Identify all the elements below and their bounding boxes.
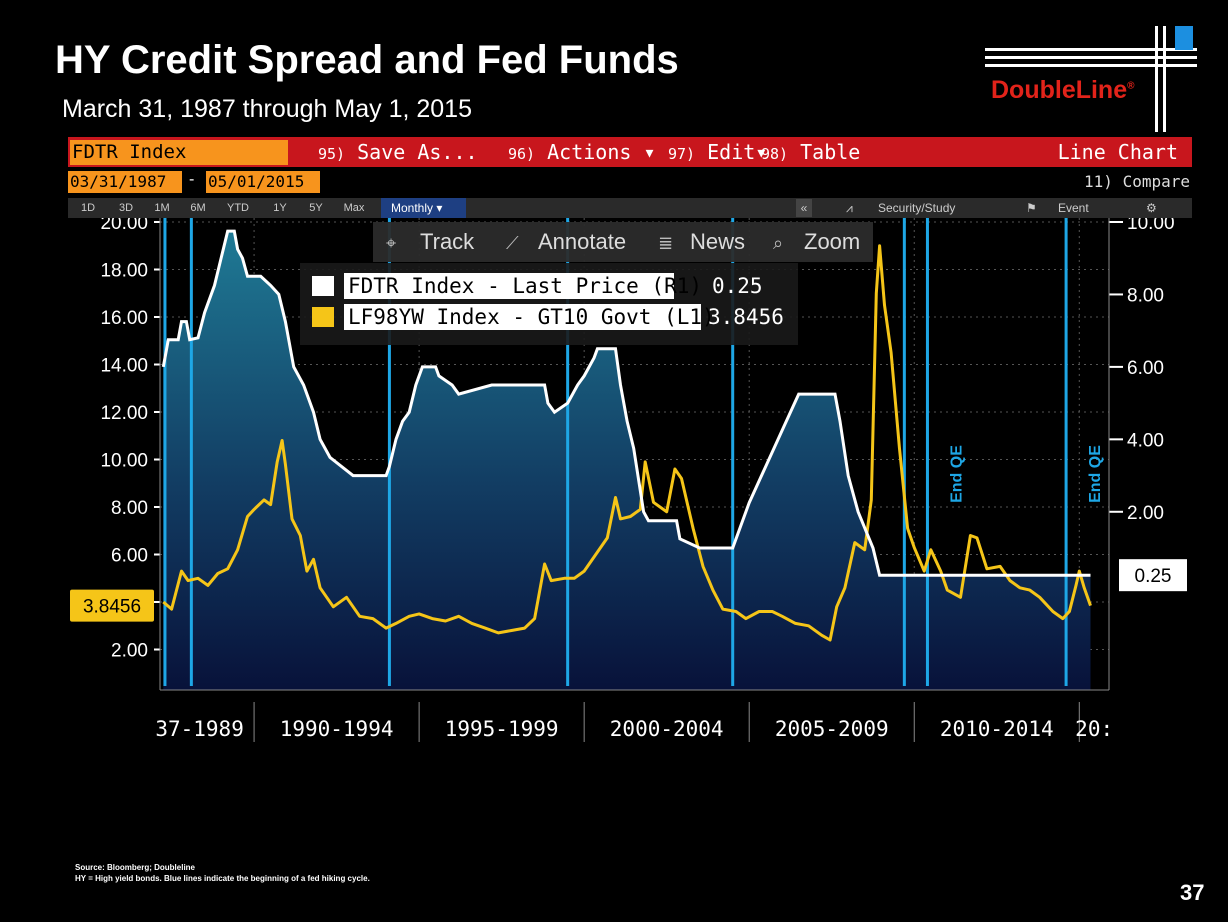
left-tick-label: 16.00 bbox=[100, 308, 148, 329]
zoom-button[interactable]: Zoom bbox=[804, 229, 860, 254]
fed-funds-line bbox=[161, 229, 1091, 577]
edit-menu[interactable]: 97) Edit▾ bbox=[668, 140, 768, 164]
x-tick-label: 1995-1999 bbox=[445, 717, 559, 741]
zoom-icon: ⌕ bbox=[773, 233, 783, 254]
legend-value-fdtr: 0.25 bbox=[712, 274, 763, 298]
right-last-value-badge bbox=[1119, 559, 1187, 592]
news-icon: ≣ bbox=[658, 233, 673, 254]
left-tick-label: 8.00 bbox=[111, 498, 148, 519]
date-dash: - bbox=[189, 171, 195, 188]
x-tick-label: 2010-2014 bbox=[940, 717, 1054, 741]
right-tick-label: 10.00 bbox=[1127, 218, 1175, 234]
period-max[interactable]: Max bbox=[343, 202, 365, 214]
page-title: HY Credit Spread and Fed Funds bbox=[55, 38, 679, 82]
x-tick-label: 1990-1994 bbox=[280, 717, 394, 741]
legend-swatch-hy bbox=[312, 307, 334, 327]
footnote: Source: Bloomberg; Doubleline HY = High … bbox=[75, 862, 370, 884]
x-tick-label: 2005-2009 bbox=[775, 717, 889, 741]
right-tick-label: 2.00 bbox=[1127, 503, 1164, 524]
logo-blue-square bbox=[1175, 26, 1193, 50]
frequency-dropdown[interactable]: Monthly ▾ bbox=[381, 198, 466, 218]
period-6m[interactable]: 6M bbox=[190, 202, 206, 214]
left-last-value: 3.8456 bbox=[83, 597, 141, 618]
annotate-button[interactable]: Annotate bbox=[538, 229, 626, 254]
hy-spread-line bbox=[162, 244, 1092, 642]
period-1m[interactable]: 1M bbox=[154, 202, 170, 214]
legend-label-hy: LF98YW Index - GT10 Govt (L1) bbox=[348, 305, 715, 329]
legend-swatch-fdtr bbox=[312, 276, 334, 296]
right-tick-label: 4.00 bbox=[1127, 430, 1164, 451]
page-number: 37 bbox=[1180, 880, 1205, 905]
legend-label-bg-hy bbox=[344, 304, 701, 330]
period-1d[interactable]: 1D bbox=[80, 202, 96, 214]
flag-icon: ⚑ bbox=[1026, 201, 1037, 215]
period-bar: 1D 3D 1M 6M YTD 1Y 5Y Max Monthly ▾ « ⩘ … bbox=[68, 198, 1192, 218]
gear-icon[interactable]: ⚙ bbox=[1146, 201, 1157, 215]
right-last-value: 0.25 bbox=[1135, 566, 1172, 587]
line-chart: 20.00 18.00 16.00 14.00 12.00 10.00 8.00 6.00 4.… bbox=[70, 218, 1187, 742]
left-tick-label: 6.00 bbox=[111, 546, 148, 567]
compare-button[interactable]: 11) Compare bbox=[1084, 172, 1190, 191]
chart-toolbar: ⌖ Track ⟋ Annotate ≣ News ⌕ Zoom bbox=[373, 222, 873, 262]
page-subtitle: March 31, 1987 through May 1, 2015 bbox=[62, 95, 472, 123]
doubleline-logo: DoubleLine® bbox=[985, 22, 1200, 132]
fed-funds-area bbox=[163, 231, 1091, 690]
terminal-menu-bar: FDTR Index 95) Save As... 96) Actions ▾ … bbox=[68, 137, 1192, 167]
collapse-icon[interactable]: « bbox=[796, 199, 812, 217]
left-tick-label: 20.00 bbox=[100, 218, 148, 234]
bloomberg-terminal: FDTR Index 95) Save As... 96) Actions ▾ … bbox=[68, 137, 1192, 772]
start-date-field[interactable]: 03/31/1987 bbox=[68, 171, 182, 193]
left-tick-label: 10.00 bbox=[100, 451, 148, 472]
security-study-button[interactable]: Security/Study bbox=[878, 201, 956, 215]
left-tick-label: 18.00 bbox=[100, 261, 148, 282]
left-tick-label: 14.00 bbox=[100, 356, 148, 377]
left-tick-label: 12.00 bbox=[100, 403, 148, 424]
news-button[interactable]: News bbox=[690, 229, 745, 254]
period-ytd[interactable]: YTD bbox=[227, 202, 249, 214]
period-3d[interactable]: 3D bbox=[118, 202, 134, 214]
logo-text: DoubleLine® bbox=[991, 76, 1135, 104]
end-date-field[interactable]: 05/01/2015 bbox=[206, 171, 320, 193]
period-1y[interactable]: 1Y bbox=[273, 202, 287, 214]
end-qe-label: End QE bbox=[948, 445, 965, 503]
ticker-field[interactable]: FDTR Index bbox=[70, 140, 288, 165]
chart-legend: FDTR Index - Last Price (R1) 0.25 LF98YW… bbox=[300, 263, 798, 345]
legend-label-bg-fdtr bbox=[344, 273, 674, 299]
legend-value-hy: 3.8456 bbox=[708, 305, 784, 329]
study-chart-icon: ⩘ bbox=[846, 201, 853, 215]
date-range-bar: 03/31/1987 - 05/01/2015 11) Compare bbox=[68, 170, 1192, 194]
end-qe-label: End QE bbox=[1087, 445, 1104, 503]
track-icon: ⌖ bbox=[386, 233, 396, 254]
actions-menu[interactable]: 96) Actions ▾ bbox=[508, 140, 656, 164]
right-tick-label: 6.00 bbox=[1127, 358, 1164, 379]
event-button[interactable]: Event bbox=[1058, 201, 1089, 215]
footnote-source: Source: Bloomberg; Doubleline bbox=[75, 863, 196, 872]
right-tick-label: 8.00 bbox=[1127, 285, 1164, 306]
x-tick-label: 2000-2004 bbox=[610, 717, 724, 741]
table-menu[interactable]: 98) Table bbox=[761, 140, 861, 164]
left-tick-label: 2.00 bbox=[111, 641, 148, 662]
annotate-icon: ⟋ bbox=[506, 233, 519, 254]
chart-type-label[interactable]: Line Chart bbox=[1057, 140, 1178, 164]
x-tick-label: 20: bbox=[1075, 717, 1113, 741]
legend-label-fdtr: FDTR Index - Last Price (R1) bbox=[348, 274, 702, 298]
period-5y[interactable]: 5Y bbox=[309, 202, 323, 214]
x-tick-label: 37-1989 bbox=[155, 717, 244, 741]
save-as-menu[interactable]: 95) Save As... bbox=[318, 140, 478, 164]
footnote-definition: HY = High yield bonds. Blue lines indica… bbox=[75, 874, 370, 883]
left-last-value-badge bbox=[70, 589, 154, 622]
track-button[interactable]: Track bbox=[420, 229, 475, 254]
